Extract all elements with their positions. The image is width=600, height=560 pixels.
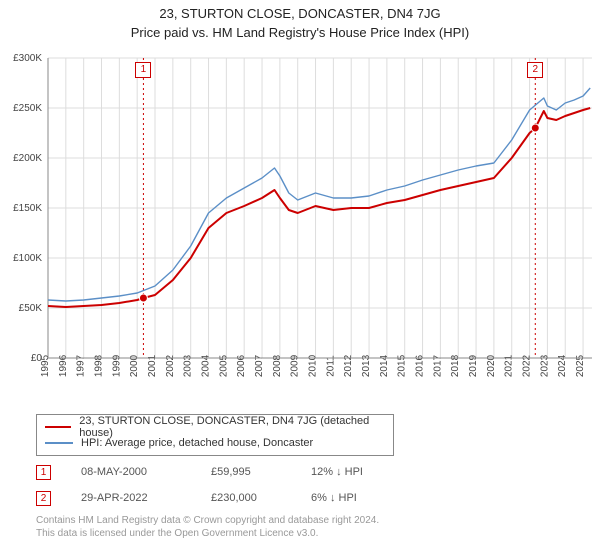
title-subtitle: Price paid vs. HM Land Registry's House … <box>0 25 600 40</box>
chart-container: 23, STURTON CLOSE, DONCASTER, DN4 7JG Pr… <box>0 0 600 548</box>
data-point-hpi: 12% ↓ HPI <box>311 466 401 478</box>
data-point-date: 29-APR-2022 <box>81 492 181 504</box>
footer-line: This data is licensed under the Open Gov… <box>36 527 600 540</box>
legend-swatch-hpi <box>45 442 73 444</box>
legend: 23, STURTON CLOSE, DONCASTER, DN4 7JG (d… <box>36 414 394 456</box>
sale-marker-label: 2 <box>527 62 543 78</box>
footer-attribution: Contains HM Land Registry data © Crown c… <box>36 514 600 548</box>
legend-swatch-property <box>45 426 71 428</box>
title-address: 23, STURTON CLOSE, DONCASTER, DN4 7JG <box>0 6 600 21</box>
data-point-date: 08-MAY-2000 <box>81 466 181 478</box>
data-point-marker: 1 <box>36 465 51 480</box>
data-point-row: 2 29-APR-2022 £230,000 6% ↓ HPI <box>36 488 600 508</box>
svg-text:£300K: £300K <box>13 53 42 64</box>
title-block: 23, STURTON CLOSE, DONCASTER, DN4 7JG Pr… <box>0 0 600 48</box>
footer-line: Contains HM Land Registry data © Crown c… <box>36 514 600 527</box>
sale-marker-label: 1 <box>135 62 151 78</box>
legend-label: HPI: Average price, detached house, Donc… <box>81 437 313 449</box>
data-point-price: £230,000 <box>211 492 281 504</box>
svg-text:£200K: £200K <box>13 153 42 164</box>
legend-row: 23, STURTON CLOSE, DONCASTER, DN4 7JG (d… <box>45 419 385 435</box>
svg-text:£100K: £100K <box>13 253 42 264</box>
data-point-price: £59,995 <box>211 466 281 478</box>
data-point-marker: 2 <box>36 491 51 506</box>
data-point-hpi: 6% ↓ HPI <box>311 492 401 504</box>
data-point-row: 1 08-MAY-2000 £59,995 12% ↓ HPI <box>36 462 600 482</box>
chart-svg: £0£50K£100K£150K£200K£250K£300K199519961… <box>0 48 600 408</box>
svg-text:£50K: £50K <box>19 303 43 314</box>
data-points-table: 1 08-MAY-2000 £59,995 12% ↓ HPI 2 29-APR… <box>36 462 600 508</box>
chart-area: £0£50K£100K£150K£200K£250K£300K199519961… <box>0 48 600 408</box>
svg-text:£150K: £150K <box>13 203 42 214</box>
legend-label: 23, STURTON CLOSE, DONCASTER, DN4 7JG (d… <box>79 415 385 439</box>
svg-text:£250K: £250K <box>13 103 42 114</box>
